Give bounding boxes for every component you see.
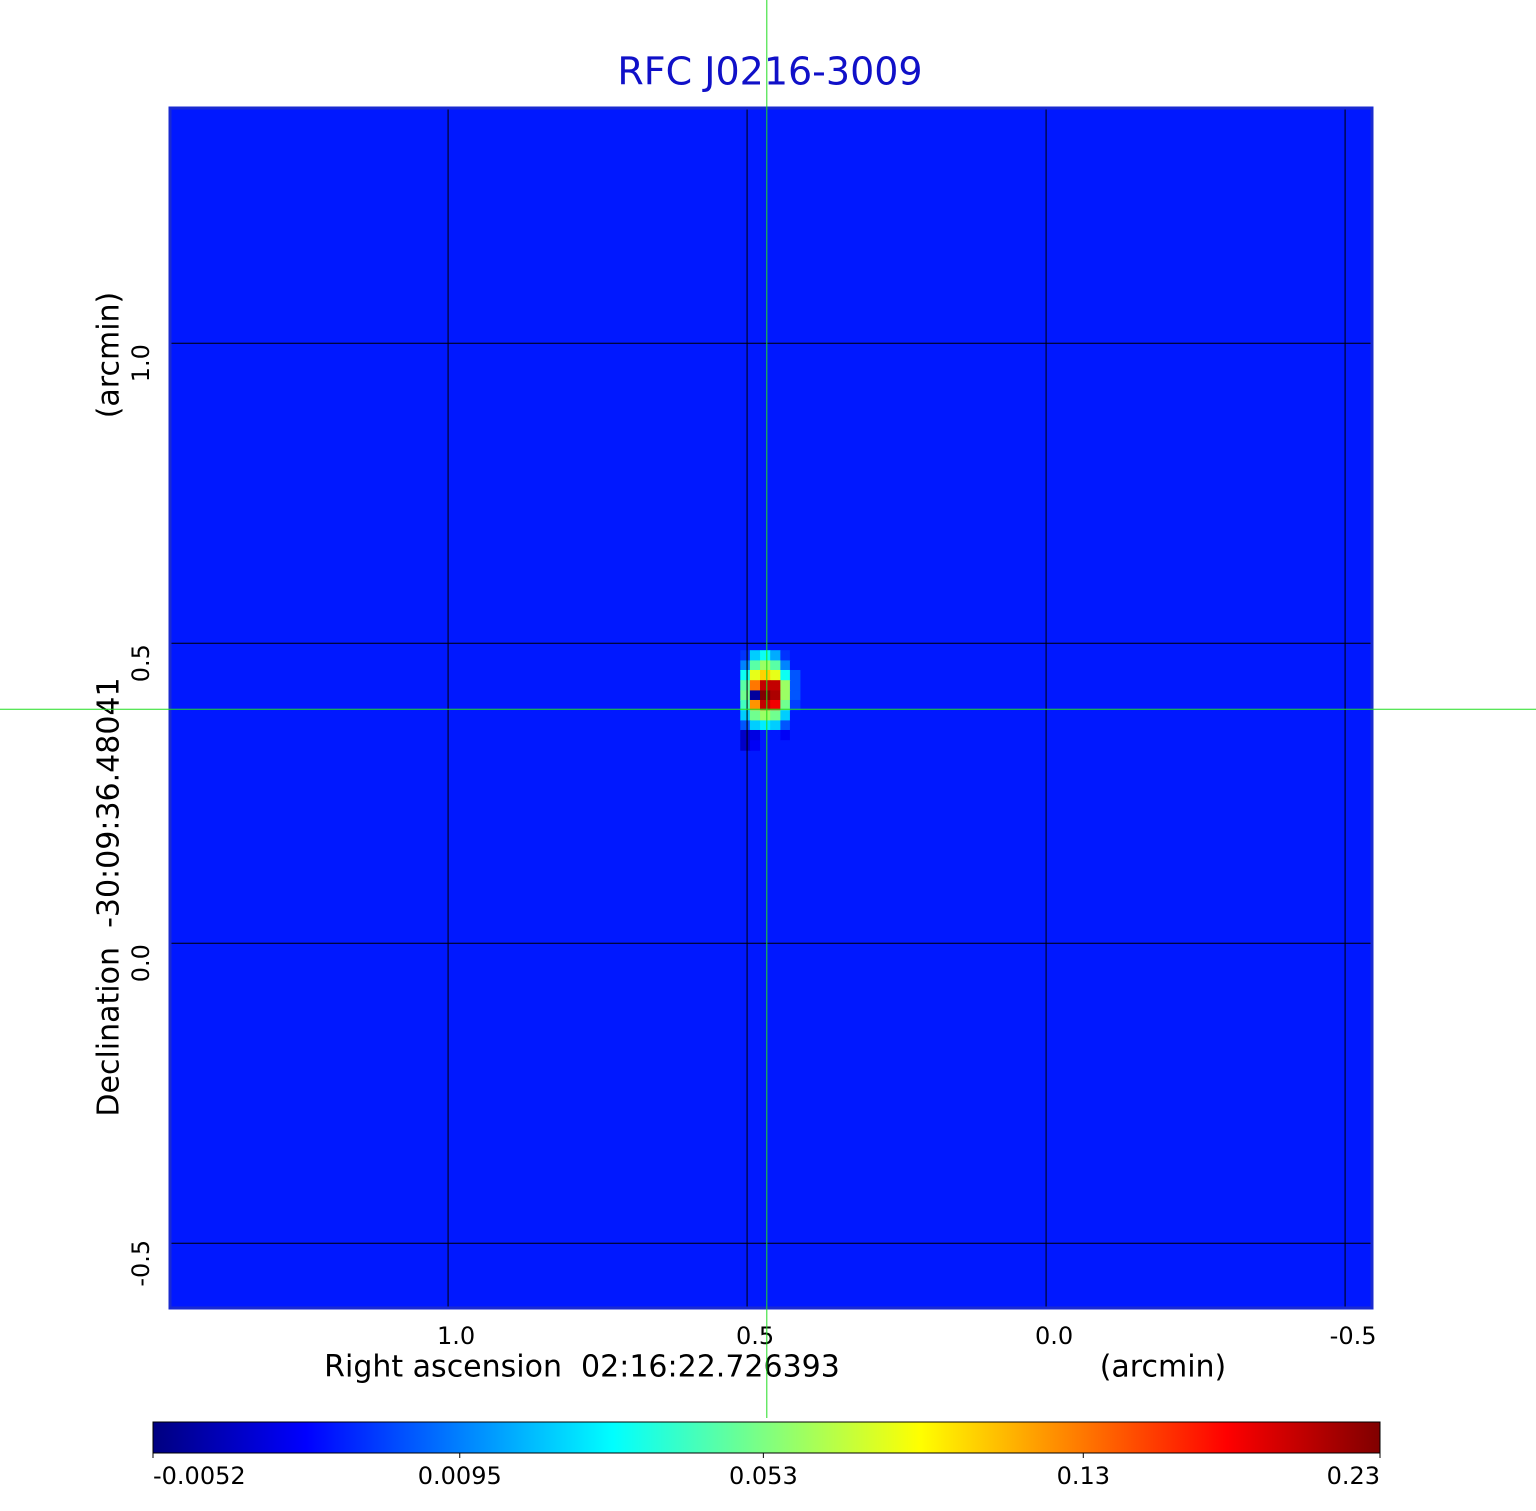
image-pixel [749, 720, 761, 731]
image-pixel [760, 710, 771, 721]
image-pixel [780, 680, 791, 691]
image-pixel [760, 660, 771, 671]
colorbar [152, 1421, 1381, 1454]
x-tick-label: 1.0 [437, 1322, 475, 1350]
image-pixel [789, 699, 801, 711]
x-tick-label: 0.0 [1035, 1322, 1073, 1350]
colorbar-tick-label: -0.0052 [153, 1462, 246, 1490]
x-tick-label: -0.5 [1330, 1322, 1377, 1350]
image-pixel [749, 669, 761, 681]
image-pixel [760, 650, 771, 661]
y-tick-label: 1.0 [127, 344, 155, 382]
image-pixel [780, 669, 791, 681]
image-pixel [780, 710, 791, 721]
image-pixel [780, 729, 791, 741]
image-pixel [749, 710, 761, 721]
image-pixel [760, 680, 771, 691]
image-pixel [740, 690, 751, 701]
image-pixel [749, 680, 761, 691]
image-pixel [780, 690, 791, 701]
image-pixel [770, 680, 781, 691]
image-pixel [780, 650, 791, 661]
image-pixel [749, 740, 761, 751]
x-axis-label: Right ascension 02:16:22.726393 [324, 1350, 840, 1385]
chart-title: RFC J0216-3009 [617, 50, 922, 94]
image-pixel [789, 729, 801, 741]
image-pixel [770, 740, 781, 751]
image-pixel [760, 690, 771, 701]
image-pixel [770, 669, 781, 681]
plot-frame [168, 106, 1374, 1310]
image-pixel [780, 699, 791, 711]
image-pixel [760, 740, 771, 751]
image-pixel [789, 660, 801, 671]
image-pixel [740, 699, 751, 711]
x-axis-unit: (arcmin) [1100, 1350, 1227, 1385]
image-pixel [740, 669, 751, 681]
image-pixel [749, 660, 761, 671]
image-pixel [770, 699, 781, 711]
image-pixel [749, 690, 761, 701]
image-pixel [740, 729, 751, 741]
image-pixel [780, 740, 791, 751]
y-tick-label: 0.5 [127, 644, 155, 682]
image-pixel [749, 729, 761, 741]
y-tick-label: 0.0 [127, 944, 155, 982]
image-pixel [770, 650, 781, 661]
image-pixel [740, 710, 751, 721]
image-pixel [789, 710, 801, 721]
image-pixel [789, 690, 801, 701]
image-pixel [789, 669, 801, 681]
image-pixel [770, 720, 781, 731]
image-pixel [789, 740, 801, 751]
image-pixel [740, 680, 751, 691]
image-pixel [770, 660, 781, 671]
image-pixel [789, 720, 801, 731]
image-pixel [760, 699, 771, 711]
image-pixel [789, 650, 801, 661]
x-tick-label: 0.5 [736, 1322, 774, 1350]
image-pixel [760, 669, 771, 681]
y-tick-label: -0.5 [127, 1240, 155, 1287]
colorbar-tick-label: 0.0095 [418, 1462, 502, 1490]
image-pixel [740, 660, 751, 671]
image-pixel [780, 720, 791, 731]
image-pixel [760, 729, 771, 741]
colorbar-tick-label: 0.23 [1327, 1462, 1380, 1490]
image-pixel [770, 690, 781, 701]
image-pixel [770, 710, 781, 721]
colorbar-tick-label: 0.13 [1057, 1462, 1110, 1490]
image-pixel [749, 699, 761, 711]
image-pixel [740, 720, 751, 731]
image-pixel [770, 729, 781, 741]
image-pixel [780, 660, 791, 671]
colorbar-tick-label: 0.053 [729, 1462, 798, 1490]
image-pixel [760, 720, 771, 731]
image-pixel [789, 680, 801, 691]
y-axis-label: Declination -30:09:36.48041 [92, 677, 127, 1116]
y-axis-unit: (arcmin) [92, 292, 127, 419]
image-pixel [740, 740, 751, 751]
image-pixel [749, 650, 761, 661]
image-pixel [740, 650, 751, 661]
